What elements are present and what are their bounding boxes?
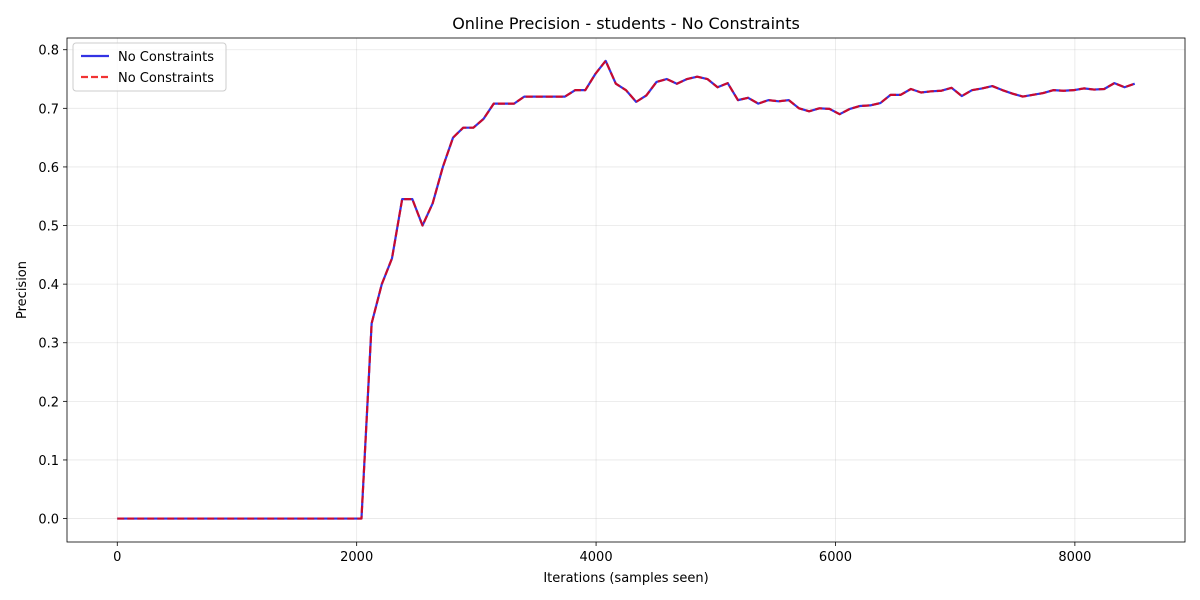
x-tick-label: 4000 [580, 550, 613, 565]
plot-area-frame [66, 37, 1186, 543]
legend-entry-2: No Constraints [118, 71, 214, 86]
legend: No Constraints No Constraints [72, 42, 227, 92]
y-tick-label: 0.6 [38, 161, 59, 176]
legend-entry-1: No Constraints [118, 50, 214, 65]
y-tick-label: 0.1 [38, 454, 59, 469]
y-tick-label: 0.4 [38, 278, 59, 293]
y-tick-label: 0.5 [38, 220, 59, 235]
x-tick-label: 8000 [1058, 550, 1091, 565]
grid-lines [67, 38, 1185, 542]
series-line-dashed [117, 59, 1136, 520]
y-axis-label: Precision [15, 261, 30, 319]
x-axis-label: Iterations (samples seen) [543, 571, 708, 586]
chart-title: Online Precision - students - No Constra… [452, 14, 800, 33]
x-axis-ticks: 0 2000 4000 6000 8000 [113, 542, 1091, 565]
y-tick-label: 0.2 [38, 395, 59, 410]
y-tick-label: 0.0 [38, 513, 59, 528]
x-tick-label: 2000 [340, 550, 373, 565]
y-tick-label: 0.3 [38, 337, 59, 352]
y-tick-label: 0.7 [38, 102, 59, 117]
legend-box [72, 42, 227, 92]
x-tick-label: 0 [113, 550, 121, 565]
x-tick-label: 6000 [819, 550, 852, 565]
y-axis-ticks: 0.0 0.1 0.2 0.3 0.4 0.5 0.6 0.7 0.8 [38, 44, 67, 528]
series-lines [117, 59, 1136, 520]
y-tick-label: 0.8 [38, 44, 59, 59]
